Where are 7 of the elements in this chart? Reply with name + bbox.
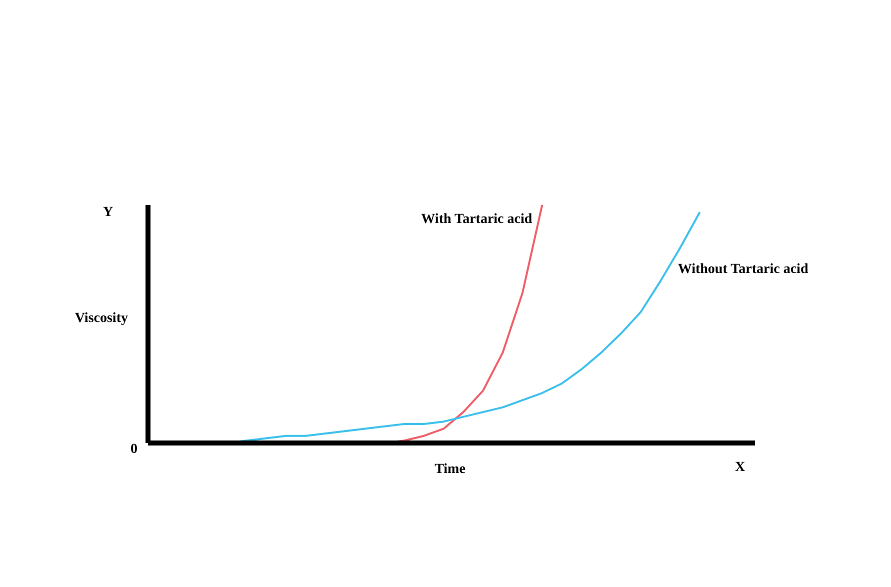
y-axis-title: Viscosity [74, 311, 128, 326]
text: X [735, 460, 746, 475]
text: 0 [130, 442, 138, 457]
series-label: With Tartaric acid [421, 212, 532, 227]
x-axis-title: Time [434, 462, 466, 477]
text: Y [103, 205, 114, 220]
series-label: Without Tartaric acid [678, 262, 808, 278]
